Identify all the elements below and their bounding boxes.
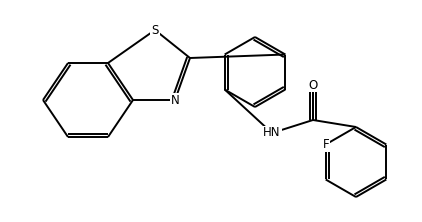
Text: N: N [170,93,179,107]
Text: S: S [151,24,159,36]
Text: HN: HN [263,127,281,139]
Text: F: F [322,138,329,151]
Text: O: O [308,79,318,91]
